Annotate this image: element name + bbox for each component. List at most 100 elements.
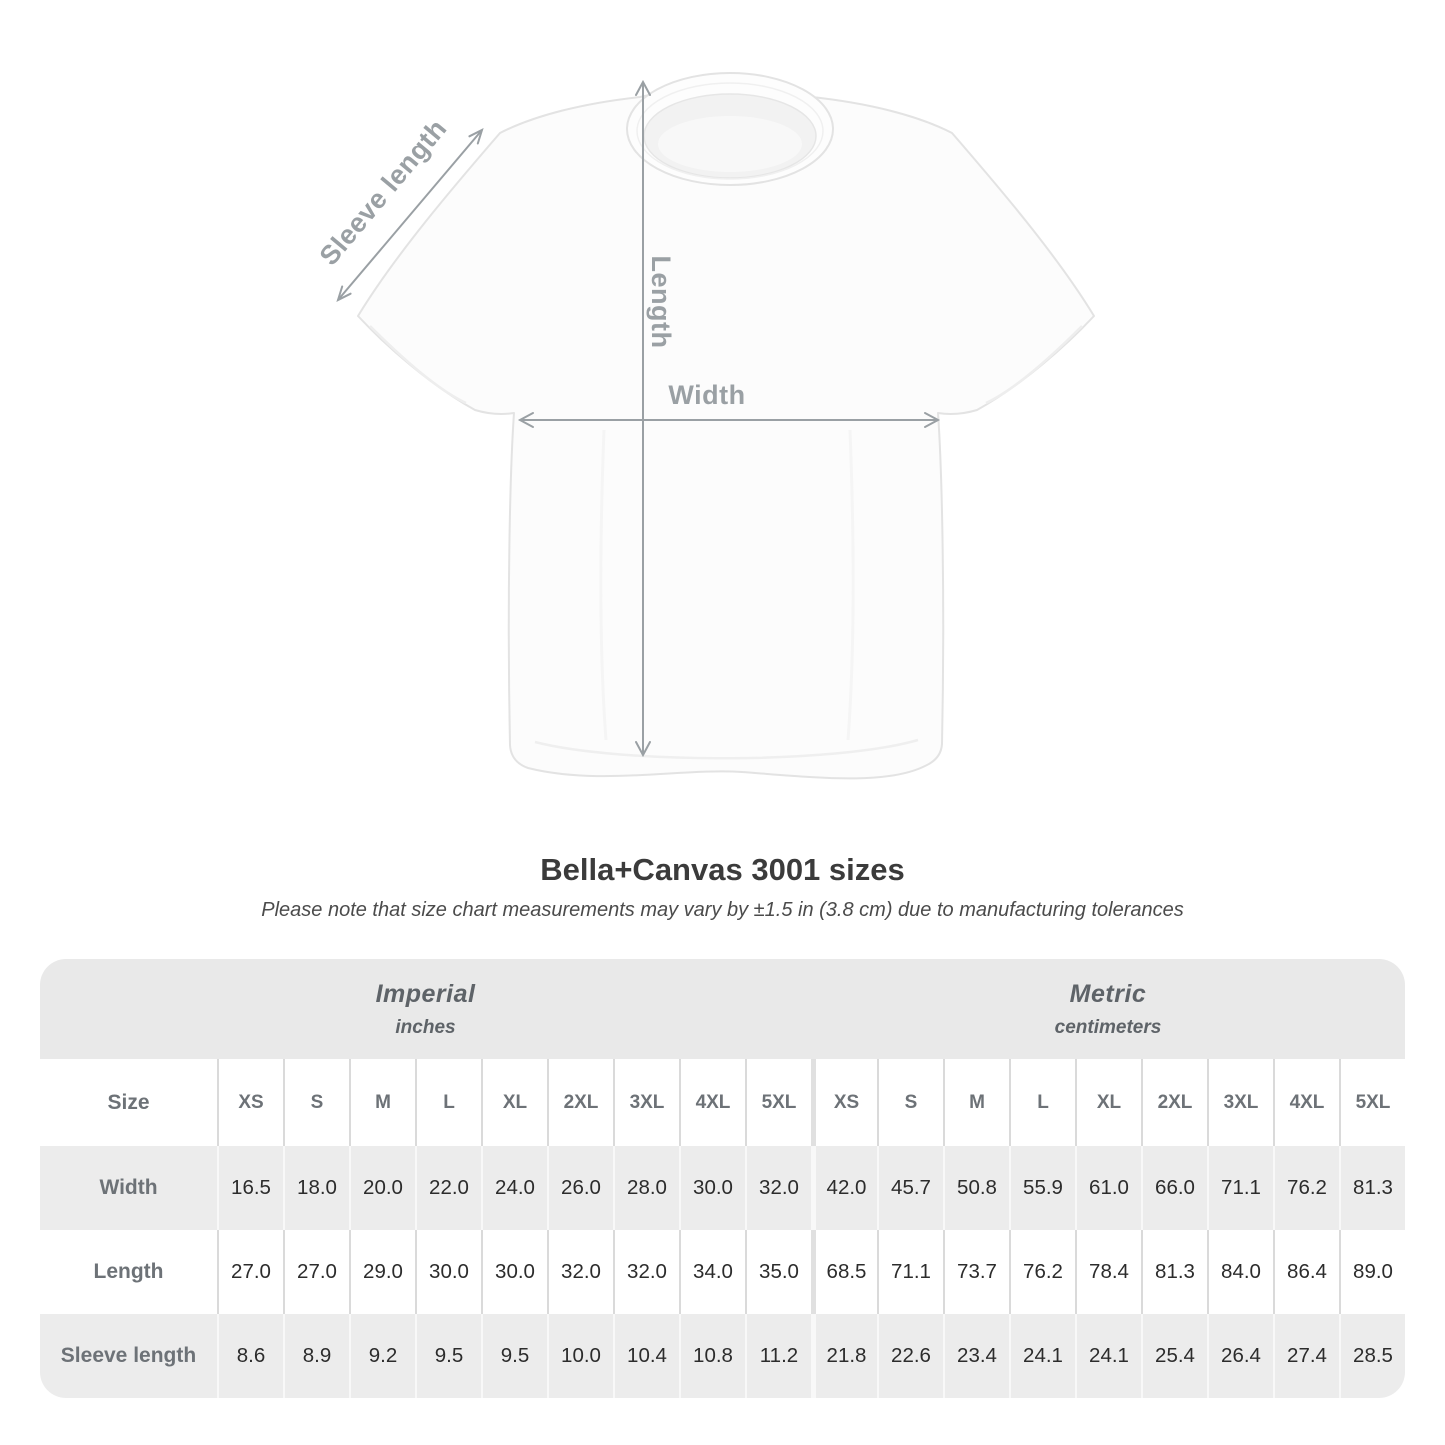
length-imperial-5xl: 35.0 <box>745 1230 811 1314</box>
width-arrow <box>517 412 941 428</box>
length-metric-4xl: 86.4 <box>1273 1230 1339 1314</box>
imperial-size-header-l: L <box>415 1059 481 1146</box>
imperial-size-header-3xl: 3XL <box>613 1059 679 1146</box>
length-imperial-3xl: 32.0 <box>613 1230 679 1314</box>
sleeve-length-imperial-4xl: 10.8 <box>679 1314 745 1398</box>
length-metric-2xl: 81.3 <box>1141 1230 1207 1314</box>
length-imperial-xs: 27.0 <box>217 1230 283 1314</box>
tolerance-note: Please note that size chart measurements… <box>261 899 1184 921</box>
sleeve-length-imperial-s: 8.9 <box>283 1314 349 1398</box>
size-header-row: Size XS S M L XL 2XL 3XL 4XL 5XL XS S M L XL 2XL 3XL 4XL… <box>40 1059 1405 1146</box>
sleeve-length-metric-xl: 24.1 <box>1075 1314 1141 1398</box>
imperial-size-header-2xl: 2XL <box>547 1059 613 1146</box>
length-arrow <box>635 79 651 758</box>
width-metric-s: 45.7 <box>877 1146 943 1230</box>
width-imperial-2xl: 26.0 <box>547 1146 613 1230</box>
sleeve-length-imperial-3xl: 10.4 <box>613 1314 679 1398</box>
sleeve-length-metric-2xl: 25.4 <box>1141 1314 1207 1398</box>
width-imperial-3xl: 28.0 <box>613 1146 679 1230</box>
metric-size-header-xl: XL <box>1075 1059 1141 1146</box>
length-imperial-s: 27.0 <box>283 1230 349 1314</box>
sleeve-length-metric-5xl: 28.5 <box>1339 1314 1405 1398</box>
imperial-size-header-4xl: 4XL <box>679 1059 745 1146</box>
imperial-title: Imperial <box>375 979 476 1008</box>
sleeve-length-metric-3xl: 26.4 <box>1207 1314 1273 1398</box>
width-imperial-xs: 16.5 <box>217 1146 283 1230</box>
length-imperial-l: 30.0 <box>415 1230 481 1314</box>
row-label: Width <box>99 1176 158 1199</box>
length-imperial-4xl: 34.0 <box>679 1230 745 1314</box>
sleeve-length-imperial-5xl: 11.2 <box>745 1314 811 1398</box>
length-metric-3xl: 84.0 <box>1207 1230 1273 1314</box>
size-row-label: Size <box>40 1059 217 1146</box>
imperial-size-header-xl: XL <box>481 1059 547 1146</box>
width-metric-4xl: 76.2 <box>1273 1146 1339 1230</box>
metric-size-header-3xl: 3XL <box>1207 1059 1273 1146</box>
sleeve-length-metric-s: 22.6 <box>877 1314 943 1398</box>
width-imperial-4xl: 30.0 <box>679 1146 745 1230</box>
tshirt-diagram: Length Width Sleeve length <box>314 72 1095 780</box>
sleeve-length-arrow <box>336 128 484 302</box>
metric-size-header-m: M <box>943 1059 1009 1146</box>
imperial-header: Imperial inches <box>40 959 811 1059</box>
metric-header: Metric centimeters <box>811 959 1405 1059</box>
width-imperial-l: 22.0 <box>415 1146 481 1230</box>
metric-size-header-l: L <box>1009 1059 1075 1146</box>
metric-size-header-s: S <box>877 1059 943 1146</box>
width-label: Width <box>668 380 745 410</box>
metric-size-header-2xl: 2XL <box>1141 1059 1207 1146</box>
sleeve-length-metric-l: 24.1 <box>1009 1314 1075 1398</box>
tshirt-illustration <box>357 72 1095 780</box>
imperial-unit: inches <box>395 1016 456 1038</box>
measurement-row-width: Width 16.5 18.0 20.0 22.0 24.0 26.0 28.0 30.0 32.… <box>40 1146 1405 1230</box>
imperial-size-header-s: S <box>283 1059 349 1146</box>
width-metric-xl: 61.0 <box>1075 1146 1141 1230</box>
sleeve-length-imperial-xl: 9.5 <box>481 1314 547 1398</box>
page-title: Bella+Canvas 3001 sizes <box>540 852 905 887</box>
width-metric-xs: 42.0 <box>811 1146 877 1230</box>
tshirt-body <box>357 86 1095 780</box>
width-metric-3xl: 71.1 <box>1207 1146 1273 1230</box>
sleeve-length-imperial-xs: 8.6 <box>217 1314 283 1398</box>
sleeve-length-imperial-m: 9.2 <box>349 1314 415 1398</box>
measurement-row-length: Length 27.0 27.0 29.0 30.0 30.0 32.0 32.0 34.0 35… <box>40 1230 1405 1314</box>
width-imperial-m: 20.0 <box>349 1146 415 1230</box>
length-metric-xl: 78.4 <box>1075 1230 1141 1314</box>
measurement-row-sleeve-length: Sleeve length 8.6 8.9 9.2 9.5 9.5 10.0 10.4 10.8… <box>40 1314 1405 1398</box>
imperial-size-header-m: M <box>349 1059 415 1146</box>
size-table: Imperial inches Metric centimeters Size … <box>40 959 1405 1398</box>
length-metric-s: 71.1 <box>877 1230 943 1314</box>
sleeve-length-imperial-l: 9.5 <box>415 1314 481 1398</box>
sleeve-length-metric-4xl: 27.4 <box>1273 1314 1339 1398</box>
width-metric-5xl: 81.3 <box>1339 1146 1405 1230</box>
width-imperial-xl: 24.0 <box>481 1146 547 1230</box>
imperial-size-header-xs: XS <box>217 1059 283 1146</box>
imperial-size-header-5xl: 5XL <box>745 1059 811 1146</box>
width-imperial-5xl: 32.0 <box>745 1146 811 1230</box>
tshirt-collar <box>626 72 834 186</box>
width-metric-m: 50.8 <box>943 1146 1009 1230</box>
length-label: Length <box>646 256 676 349</box>
sleeve-length-metric-m: 23.4 <box>943 1314 1009 1398</box>
row-label: Sleeve length <box>60 1344 197 1367</box>
unit-header-row: Imperial inches Metric centimeters <box>40 959 1405 1059</box>
metric-unit: centimeters <box>1054 1016 1162 1038</box>
length-metric-m: 73.7 <box>943 1230 1009 1314</box>
length-metric-xs: 68.5 <box>811 1230 877 1314</box>
sleeve-length-metric-xs: 21.8 <box>811 1314 877 1398</box>
width-metric-l: 55.9 <box>1009 1146 1075 1230</box>
length-imperial-xl: 30.0 <box>481 1230 547 1314</box>
length-imperial-m: 29.0 <box>349 1230 415 1314</box>
row-label: Length <box>93 1260 164 1283</box>
metric-size-header-5xl: 5XL <box>1339 1059 1405 1146</box>
length-metric-5xl: 89.0 <box>1339 1230 1405 1314</box>
sleeve-length-imperial-2xl: 10.0 <box>547 1314 613 1398</box>
metric-size-header-xs: XS <box>811 1059 877 1146</box>
length-metric-l: 76.2 <box>1009 1230 1075 1314</box>
width-metric-2xl: 66.0 <box>1141 1146 1207 1230</box>
length-imperial-2xl: 32.0 <box>547 1230 613 1314</box>
metric-size-header-4xl: 4XL <box>1273 1059 1339 1146</box>
metric-title: Metric <box>1069 979 1147 1008</box>
width-imperial-s: 18.0 <box>283 1146 349 1230</box>
